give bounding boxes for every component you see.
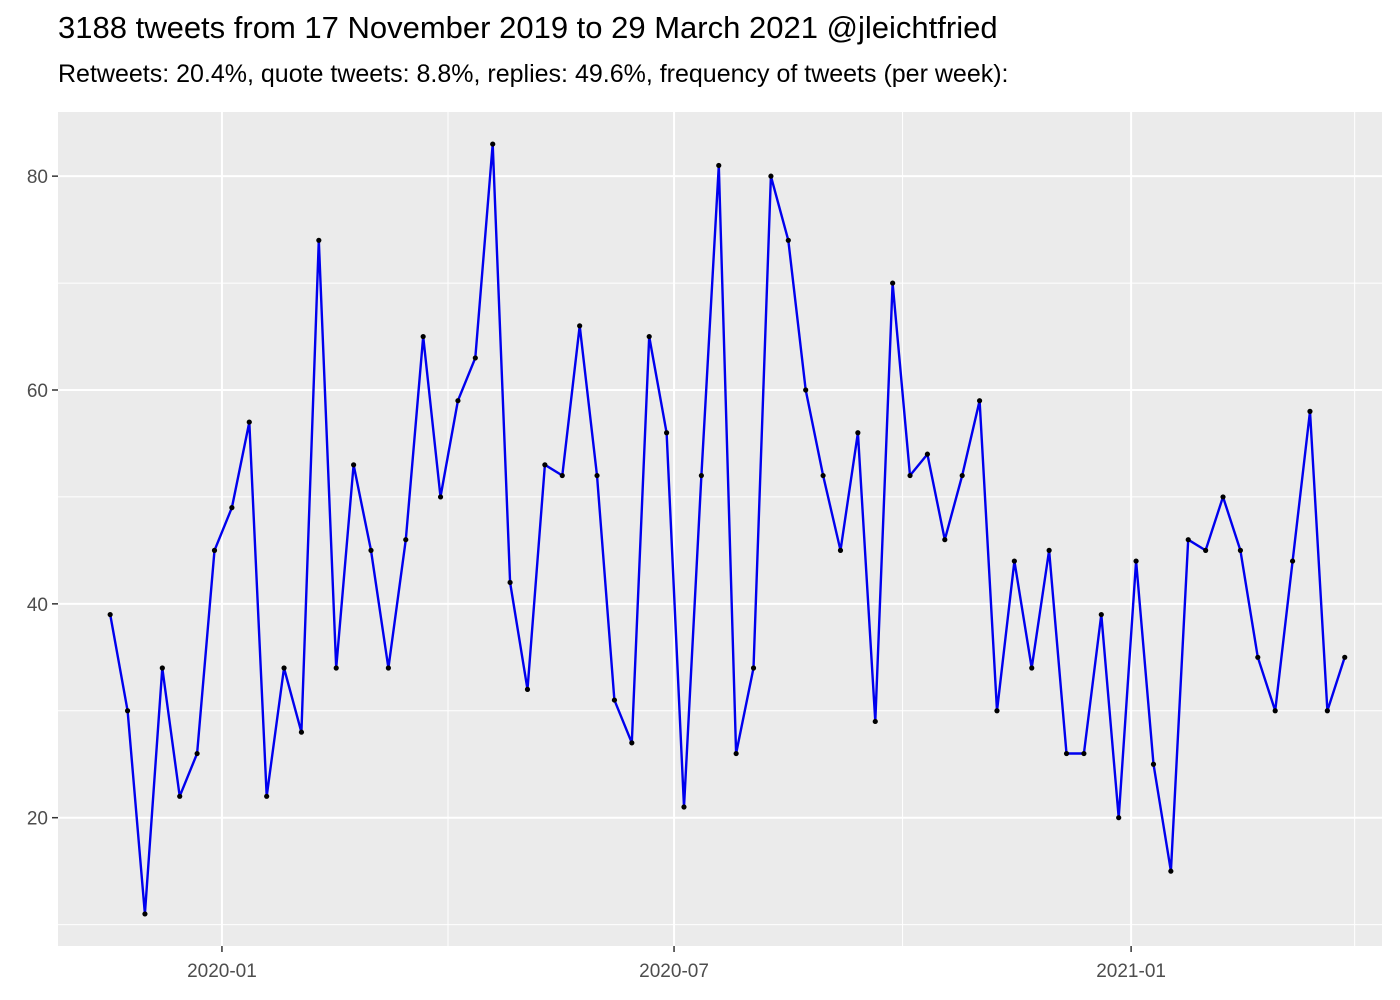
- x-tick-label: 2020-07: [639, 961, 709, 982]
- data-point: [1220, 494, 1226, 500]
- x-tick-label: 2020-01: [187, 961, 257, 982]
- data-point: [1011, 558, 1017, 564]
- data-point: [1203, 547, 1209, 553]
- data-point: [420, 333, 426, 340]
- data-point: [1324, 708, 1330, 714]
- data-point: [194, 750, 200, 757]
- data-point: [490, 141, 496, 147]
- data-point: [698, 472, 704, 479]
- data-point: [768, 173, 774, 179]
- data-point: [594, 472, 600, 479]
- data-point: [333, 665, 339, 671]
- x-tick-label: 2021-01: [1096, 961, 1166, 982]
- data-point: [959, 472, 965, 479]
- data-point: [837, 547, 844, 553]
- chart-title: 3188 tweets from 17 November 2019 to 29 …: [58, 10, 998, 45]
- data-point: [1081, 750, 1087, 757]
- data-point: [368, 547, 374, 553]
- data-point: [976, 398, 983, 404]
- data-point: [142, 911, 148, 917]
- series-line: [109, 142, 1346, 916]
- data-point: [629, 740, 635, 746]
- data-point: [1029, 665, 1035, 671]
- data-point: [1150, 761, 1157, 767]
- data-point: [107, 611, 113, 618]
- data-point: [437, 494, 444, 500]
- data-point: [177, 793, 183, 799]
- y-tick-label: 20: [27, 809, 48, 830]
- data-point: [124, 708, 131, 714]
- data-point: [281, 665, 287, 671]
- y-tick-label: 60: [27, 381, 48, 402]
- data-point: [316, 237, 322, 243]
- data-point: [229, 505, 235, 511]
- data-point: [942, 537, 948, 543]
- data-point: [1255, 654, 1261, 660]
- data-point: [455, 398, 461, 404]
- data-point: [524, 686, 531, 692]
- data-point: [298, 729, 305, 735]
- data-point: [820, 472, 826, 479]
- data-point: [890, 280, 896, 286]
- data-point: [1185, 537, 1191, 543]
- data-point: [750, 665, 757, 671]
- data-point: [855, 430, 861, 436]
- data-point: [159, 665, 165, 671]
- chart-subtitle: Retweets: 20.4%, quote tweets: 8.8%, rep…: [58, 60, 1009, 88]
- data-point: [803, 387, 809, 393]
- data-point: [403, 537, 409, 543]
- data-point: [1098, 611, 1104, 618]
- data-point: [385, 665, 391, 671]
- data-point: [646, 333, 652, 340]
- data-point: [264, 793, 270, 799]
- data-point: [1133, 558, 1139, 564]
- data-point: [1237, 547, 1244, 553]
- data-point: [472, 355, 478, 361]
- data-point: [681, 804, 687, 810]
- data-point: [1046, 547, 1052, 553]
- data-point: [542, 462, 548, 468]
- data-point: [872, 718, 878, 725]
- data-point: [733, 750, 739, 757]
- data-point: [716, 162, 722, 169]
- data-point: [663, 430, 670, 436]
- data-point: [507, 579, 513, 586]
- data-point: [1272, 708, 1278, 714]
- y-tick-label: 80: [27, 167, 48, 188]
- data-point: [1063, 750, 1070, 757]
- data-point: [1289, 558, 1296, 564]
- data-point: [351, 462, 357, 468]
- data-point: [577, 323, 583, 329]
- data-point: [1342, 654, 1348, 660]
- y-tick-label: 40: [27, 595, 48, 616]
- data-point: [785, 237, 791, 243]
- data-point: [246, 419, 252, 425]
- data-point: [1116, 815, 1122, 821]
- data-point: [559, 472, 565, 479]
- data-point: [611, 697, 618, 703]
- data-point: [211, 547, 218, 553]
- data-point: [907, 472, 913, 479]
- data-point: [1168, 868, 1174, 874]
- data-point: [994, 708, 1000, 714]
- data-point: [924, 451, 931, 457]
- data-point: [1307, 408, 1313, 414]
